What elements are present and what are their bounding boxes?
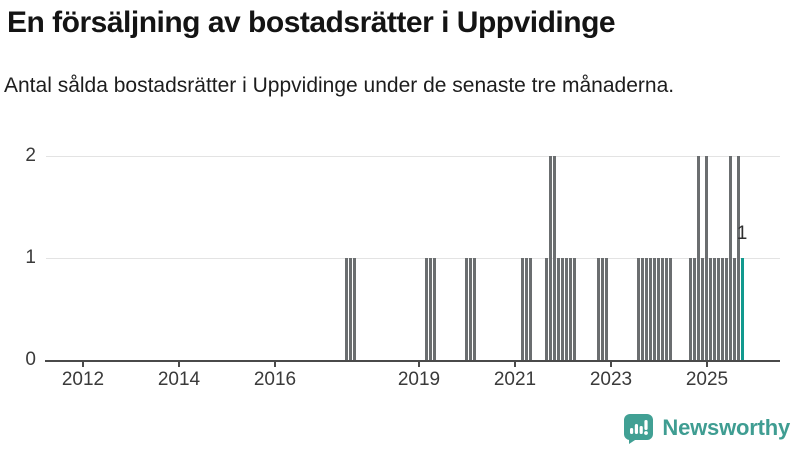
bar-2024-10 bbox=[697, 156, 700, 360]
bar-2024-02 bbox=[665, 258, 668, 360]
bar-2021-08 bbox=[545, 258, 548, 360]
bar-2023-11 bbox=[653, 258, 656, 360]
bar-2025-01 bbox=[709, 258, 712, 360]
bar-2023-07 bbox=[637, 258, 640, 360]
bar-2021-03 bbox=[525, 258, 528, 360]
x-tick-label: 2016 bbox=[253, 369, 297, 390]
bar-2022-11 bbox=[605, 258, 608, 360]
bar-2024-08 bbox=[689, 258, 692, 360]
bar-2023-12 bbox=[657, 258, 660, 360]
bar-2021-09 bbox=[549, 156, 552, 360]
bar-2021-04 bbox=[529, 258, 532, 360]
newsworthy-chart-bubble-icon bbox=[622, 412, 655, 444]
bar-2019-02 bbox=[425, 258, 428, 360]
bar-2021-10 bbox=[553, 156, 556, 360]
bar-2023-09 bbox=[645, 258, 648, 360]
bar-2019-12 bbox=[465, 258, 468, 360]
bar-2022-01 bbox=[565, 258, 568, 360]
x-tick-mark bbox=[274, 362, 276, 367]
x-tick-label: 2025 bbox=[685, 369, 729, 390]
bar-2021-11 bbox=[557, 258, 560, 360]
bar-2021-02 bbox=[521, 258, 524, 360]
bar-2024-12 bbox=[705, 156, 708, 360]
y-tick-label: 1 bbox=[25, 247, 36, 268]
bar-2022-10 bbox=[601, 258, 604, 360]
bar-2025-03 bbox=[717, 258, 720, 360]
bar-2020-01 bbox=[469, 258, 472, 360]
x-tick-mark bbox=[610, 362, 612, 367]
gridline-y2 bbox=[46, 156, 780, 157]
x-tick-mark bbox=[706, 362, 708, 367]
bar-2019-03 bbox=[429, 258, 432, 360]
x-tick-mark bbox=[178, 362, 180, 367]
bar-2025-06 bbox=[729, 156, 732, 360]
bar-2024-09 bbox=[693, 258, 696, 360]
y-tick-label: 0 bbox=[25, 349, 36, 370]
y-tick-label: 2 bbox=[25, 145, 36, 166]
bar-2024-03 bbox=[669, 258, 672, 360]
bar-2025-09 bbox=[741, 258, 744, 360]
bar-2024-01 bbox=[661, 258, 664, 360]
bar-2023-10 bbox=[649, 258, 652, 360]
bar-2017-08 bbox=[353, 258, 356, 360]
chart-subtitle: Antal sålda bostadsrätter i Uppvidinge u… bbox=[4, 74, 675, 97]
newsworthy-logo[interactable]: Newsworthy bbox=[622, 412, 790, 444]
bar-2025-05 bbox=[725, 258, 728, 360]
bar-2020-02 bbox=[473, 258, 476, 360]
bar-2017-06 bbox=[345, 258, 348, 360]
bar-2017-07 bbox=[349, 258, 352, 360]
bar-2025-04 bbox=[721, 258, 724, 360]
newsworthy-wordmark: Newsworthy bbox=[662, 415, 790, 440]
highlight-value-label: 1 bbox=[736, 223, 748, 244]
x-tick-mark bbox=[82, 362, 84, 367]
bar-2025-08 bbox=[737, 156, 740, 360]
x-tick-label: 2014 bbox=[157, 369, 201, 390]
x-tick-label: 2019 bbox=[397, 369, 441, 390]
bar-2025-02 bbox=[713, 258, 716, 360]
x-tick-label: 2012 bbox=[61, 369, 105, 390]
x-tick-label: 2021 bbox=[493, 369, 537, 390]
bar-2023-08 bbox=[641, 258, 644, 360]
x-axis-line bbox=[45, 360, 780, 362]
bar-2022-09 bbox=[597, 258, 600, 360]
gridline-y1 bbox=[46, 258, 780, 259]
bar-2022-02 bbox=[569, 258, 572, 360]
bar-2025-07 bbox=[733, 258, 736, 360]
x-tick-label: 2023 bbox=[589, 369, 633, 390]
bar-2022-03 bbox=[573, 258, 576, 360]
x-tick-mark bbox=[418, 362, 420, 367]
chart-title: En försäljning av bostadsrätter i Uppvid… bbox=[7, 6, 616, 39]
x-tick-mark bbox=[514, 362, 516, 367]
bar-2019-04 bbox=[433, 258, 436, 360]
bar-2024-11 bbox=[701, 258, 704, 360]
bar-2021-12 bbox=[561, 258, 564, 360]
